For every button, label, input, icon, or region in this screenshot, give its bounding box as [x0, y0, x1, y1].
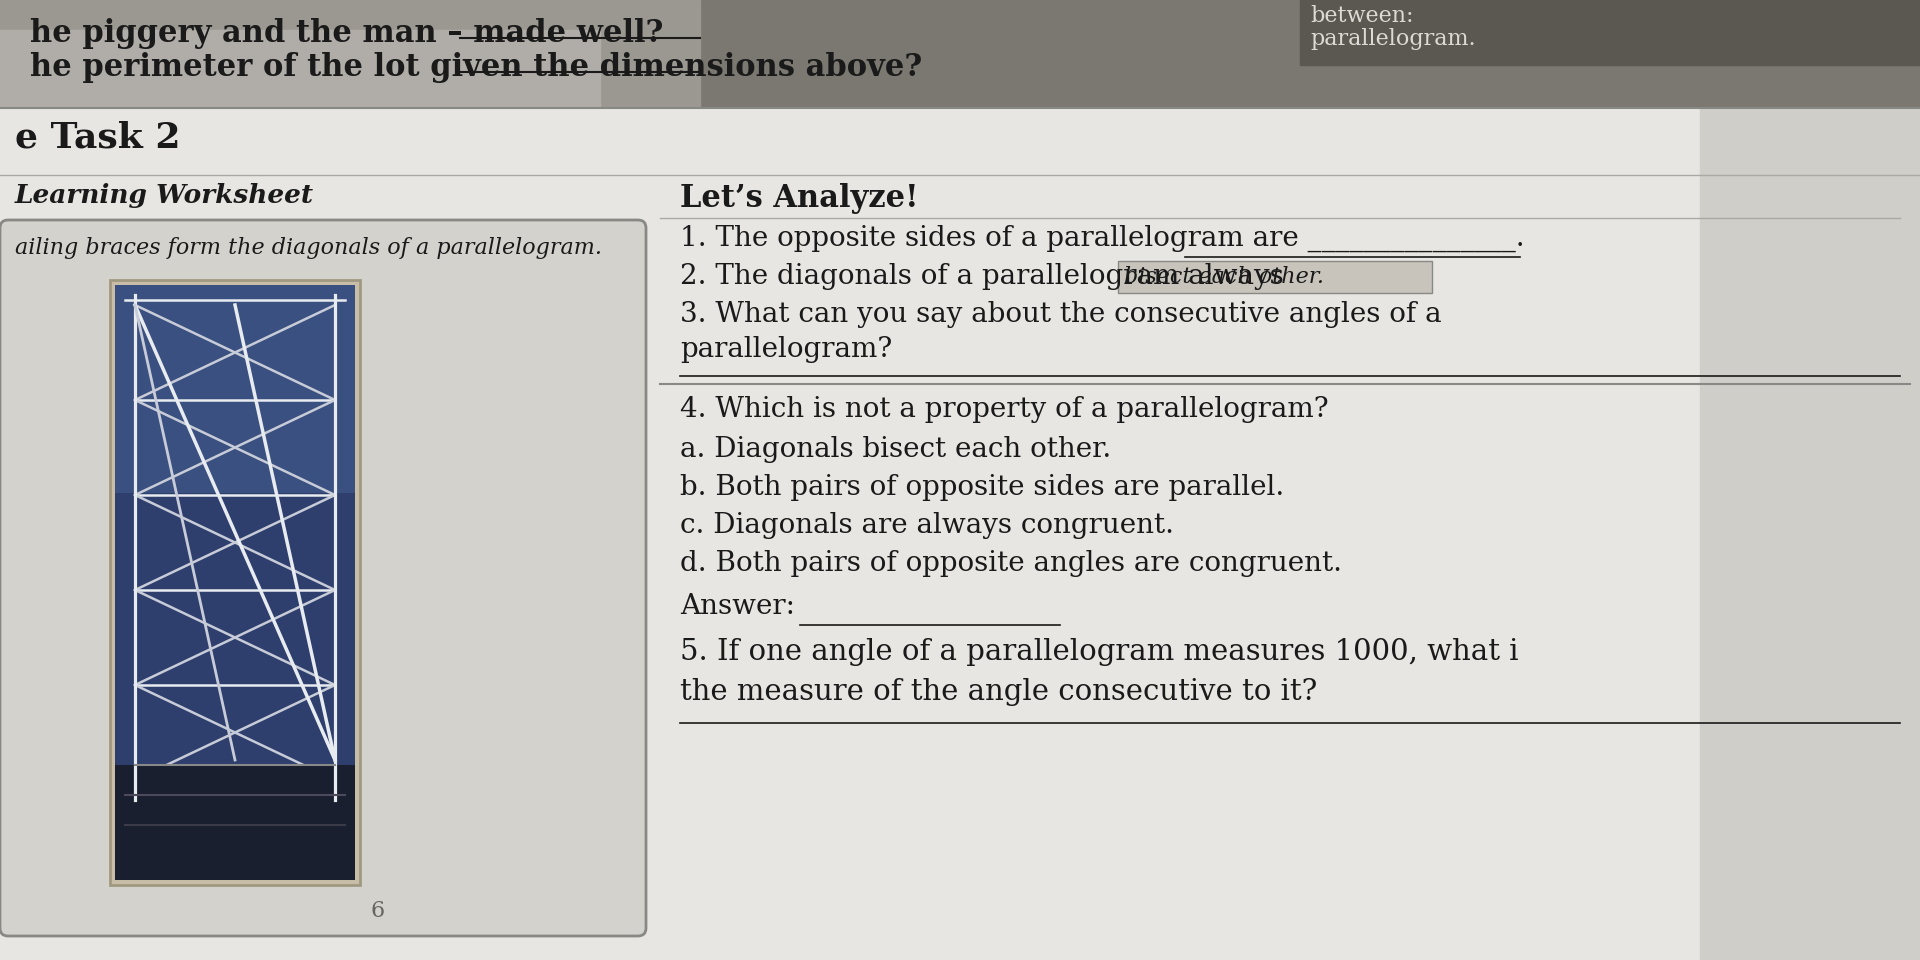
Text: between:: between: [1309, 5, 1413, 27]
Text: ailing braces form the diagonals of a parallelogram.: ailing braces form the diagonals of a pa… [15, 237, 603, 259]
Text: c. Diagonals are always congruent.: c. Diagonals are always congruent. [680, 512, 1173, 539]
Text: parallelogram?: parallelogram? [680, 336, 893, 363]
Text: 4. Which is not a property of a parallelogram?: 4. Which is not a property of a parallel… [680, 396, 1329, 423]
Text: bisect each other.: bisect each other. [1123, 266, 1325, 288]
Bar [109, 280, 361, 885]
Text: 1. The opposite sides of a parallelogram are _______________.: 1. The opposite sides of a parallelogram… [680, 225, 1524, 252]
Text: d. Both pairs of opposite angles are congruent.: d. Both pairs of opposite angles are con… [680, 550, 1342, 577]
Text: 6: 6 [371, 900, 384, 922]
Text: e Task 2: e Task 2 [15, 120, 180, 154]
Text: the measure of the angle consecutive to it?: the measure of the angle consecutive to … [680, 678, 1317, 706]
Text: Let’s Analyze!: Let’s Analyze! [680, 183, 918, 214]
Text: a. Diagonals bisect each other.: a. Diagonals bisect each other. [680, 436, 1112, 463]
Text: 3. What can you say about the consecutive angles of a: 3. What can you say about the consecutiv… [680, 301, 1442, 328]
Bar [0, 0, 1920, 110]
Text: parallelogram.: parallelogram. [1309, 28, 1476, 50]
Text: 2. The diagonals of a parallelogram always: 2. The diagonals of a parallelogram alwa… [680, 263, 1292, 290]
Bar [115, 285, 355, 493]
Text: 5. If one angle of a parallelogram measures 1000, what i: 5. If one angle of a parallelogram measu… [680, 638, 1519, 666]
Bar [0, 0, 701, 110]
Bar [1699, 108, 1920, 960]
Text: he piggery and the man – made well?: he piggery and the man – made well? [31, 18, 664, 49]
Bar [115, 285, 355, 880]
Bar [1300, 0, 1920, 65]
Text: b. Both pairs of opposite sides are parallel.: b. Both pairs of opposite sides are para… [680, 474, 1284, 501]
Bar [0, 108, 1920, 960]
Text: Learning Worksheet: Learning Worksheet [15, 183, 315, 208]
Text: Answer:: Answer: [680, 593, 795, 620]
FancyBboxPatch shape [1117, 261, 1432, 293]
Bar [0, 30, 599, 110]
FancyBboxPatch shape [0, 220, 645, 936]
Text: he perimeter of the lot given the dimensions above?: he perimeter of the lot given the dimens… [31, 52, 922, 83]
Bar [115, 765, 355, 880]
